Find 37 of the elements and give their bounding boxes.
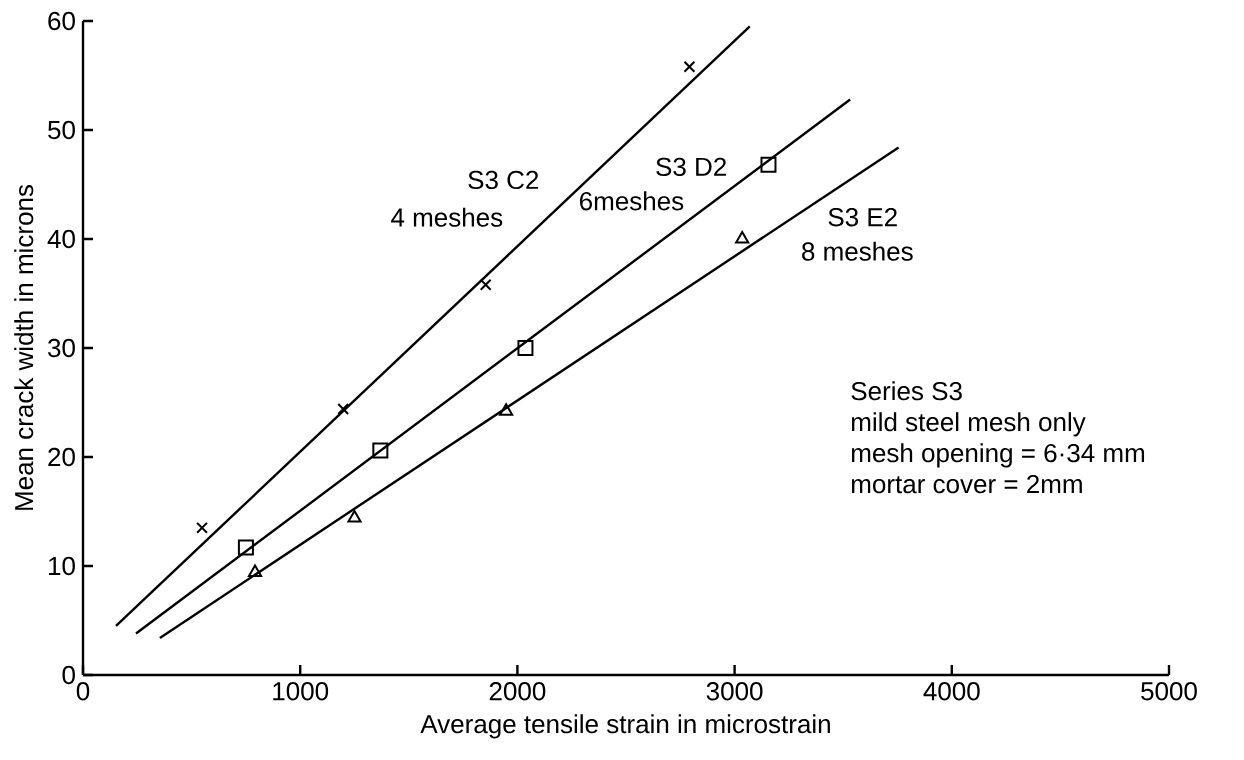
- x-tick-label: 1000: [273, 682, 329, 701]
- annotation: mesh opening = 6·34 mm: [851, 443, 1145, 468]
- annotation: S3 E2: [828, 207, 897, 227]
- x-tick-label: 5000: [1141, 682, 1197, 701]
- x-tick-label: 3000: [706, 682, 763, 701]
- point: [196, 521, 208, 534]
- y-tick-label: 10: [49, 556, 75, 576]
- point: [479, 278, 492, 291]
- annotation: mortar cover = 2mm: [851, 474, 1082, 494]
- y-tick-label: 30: [48, 338, 75, 358]
- annotation: S3 D2: [656, 157, 726, 177]
- point: [735, 230, 750, 244]
- annotation: Series S3: [851, 381, 962, 401]
- point: [517, 339, 534, 356]
- x-tick-label: 4000: [923, 682, 980, 701]
- y-axis-title: Mean crack width in microns: [14, 184, 34, 510]
- point: [372, 442, 389, 459]
- y-tick-label: 40: [47, 229, 75, 249]
- point: [337, 403, 350, 415]
- y-tick-label: 50: [48, 120, 75, 140]
- point: [499, 403, 514, 416]
- annotation: 4 meshes: [391, 207, 503, 227]
- annotation: S3 C2: [468, 170, 539, 190]
- point: [247, 564, 263, 578]
- point: [760, 156, 777, 173]
- annotation: mild steel mesh only: [851, 412, 1086, 437]
- y-tick-label: 20: [48, 447, 75, 467]
- annotation: 8 meshes: [802, 241, 913, 261]
- annotation: 6meshes: [580, 191, 684, 211]
- x-tick-label: 2000: [489, 682, 546, 701]
- point: [237, 539, 254, 556]
- point: [347, 510, 362, 523]
- x-tick-label: 0: [76, 682, 90, 701]
- x-axis-title: Average tensile strain in microstrain: [420, 714, 830, 739]
- y-tick-label: 60: [48, 11, 75, 31]
- point: [683, 60, 696, 73]
- y-tick-label: 0: [62, 665, 75, 685]
